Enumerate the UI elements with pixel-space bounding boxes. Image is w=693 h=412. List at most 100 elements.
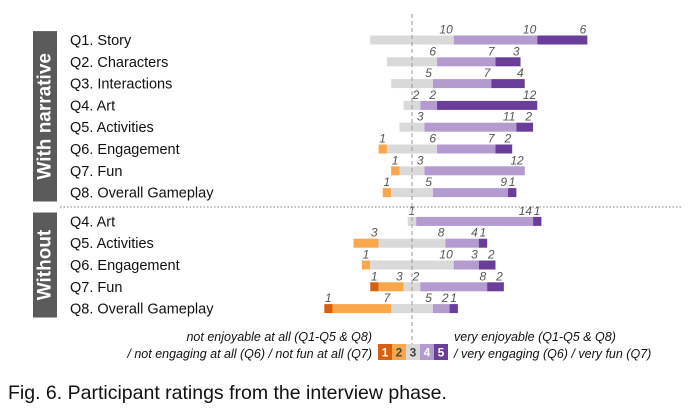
- bar-segment-rating-3: [378, 238, 446, 248]
- bar-segment-rating-5: [537, 35, 588, 45]
- bar-segment-rating-5: [449, 304, 458, 314]
- count-label-rating-2: 3: [371, 226, 378, 240]
- bar-segment-rating-1: [370, 282, 379, 292]
- row-label: Q2. Characters: [70, 55, 168, 71]
- row-label: Q4. Art: [70, 214, 115, 230]
- row-label: Q8. Overall Gameplay: [70, 186, 214, 202]
- row-label: Q3. Interactions: [70, 77, 172, 93]
- figure-caption: Fig. 6. Participant ratings from the int…: [8, 382, 447, 404]
- bar-segment-rating-2: [382, 188, 392, 198]
- count-label-rating-3: 2: [412, 269, 420, 283]
- legend-swatch-5: [434, 344, 448, 360]
- count-label-rating-3: 2: [412, 88, 420, 102]
- count-label-rating-3: 6: [429, 44, 436, 58]
- bar-segment-rating-3: [370, 35, 454, 45]
- count-label-rating-1: 1: [325, 291, 332, 305]
- legend-swatch-number: 4: [424, 346, 431, 360]
- bar-segment-rating-5: [478, 238, 488, 248]
- bar-segment-rating-3: [391, 79, 433, 89]
- count-label-rating-4: 8: [479, 269, 486, 283]
- bar-segment-rating-5: [491, 79, 525, 89]
- bar-segment-rating-4: [437, 57, 496, 67]
- count-label-rating-2: 1: [383, 175, 390, 189]
- bar-segment-rating-4: [420, 100, 438, 110]
- legend-swatch-number: 1: [382, 346, 389, 360]
- bar-segment-rating-4: [416, 216, 534, 226]
- count-label-rating-3: 5: [425, 175, 432, 189]
- legend: not enjoyable at all (Q1-Q5 & Q8) / not …: [126, 330, 651, 361]
- bar-segment-rating-2: [378, 144, 387, 154]
- count-label-rating-4: 11: [503, 110, 515, 124]
- row-label: Q8. Overall Gameplay: [70, 302, 214, 318]
- count-label-rating-5: 2: [504, 132, 512, 146]
- row-label: Q6. Engagement: [70, 142, 180, 158]
- count-label-rating-2: 1: [379, 132, 386, 146]
- bar-segment-rating-5: [495, 144, 513, 154]
- count-label-rating-4: 9: [500, 175, 507, 189]
- count-label-rating-5: 6: [580, 23, 587, 37]
- count-label-rating-4: 7: [488, 44, 496, 58]
- bar-segment-rating-4: [432, 304, 450, 314]
- count-label-rating-2: 1: [392, 153, 399, 167]
- count-label-rating-2: 1: [363, 248, 370, 262]
- count-label-rating-4: 7: [484, 66, 492, 80]
- count-label-rating-3: 5: [425, 66, 432, 80]
- legend-swatch-3: [406, 344, 420, 360]
- count-label-rating-5: 2: [495, 269, 503, 283]
- count-label-rating-5: 3: [513, 44, 520, 58]
- bar-segment-rating-2: [391, 166, 400, 176]
- bar-segment-rating-3: [386, 57, 438, 67]
- count-label-rating-4: 12: [510, 153, 524, 167]
- bar-segment-rating-2: [332, 304, 392, 314]
- row-label: Q6. Engagement: [70, 258, 180, 274]
- legend-swatch-1: [378, 344, 392, 360]
- count-label-rating-5: 4: [517, 66, 524, 80]
- bar-segment-rating-4: [445, 238, 479, 248]
- count-label-rating-4: 7: [488, 132, 496, 146]
- legend-left-line-2: / not engaging at all (Q6) / not fun at …: [126, 347, 372, 361]
- bar-segment-rating-4: [424, 122, 517, 132]
- row-labels: Q1. Story Q2. Characters Q3. Interactions Q…: [70, 33, 214, 318]
- count-label-rating-2: 3: [396, 269, 403, 283]
- count-label-rating-5: 12: [523, 88, 537, 102]
- bar-segment-rating-1: [324, 304, 333, 314]
- bar-segment-rating-5: [533, 216, 542, 226]
- bar-segment-rating-4: [424, 166, 525, 176]
- count-label-rating-4: 4: [471, 226, 478, 240]
- count-labels: 1010667357422123112167213121591114138411…: [325, 23, 587, 306]
- count-label-rating-4: 2: [441, 291, 449, 305]
- count-label-rating-3: 6: [429, 132, 436, 146]
- bar-segment-rating-5: [437, 100, 538, 110]
- count-label-rating-3: 3: [417, 153, 424, 167]
- legend-swatch-number: 3: [410, 346, 417, 360]
- legend-swatch-4: [420, 344, 434, 360]
- bars: [324, 35, 588, 314]
- group-label: With narrative: [35, 53, 56, 180]
- count-label-rating-5: 1: [450, 291, 457, 305]
- count-label-rating-5: 1: [534, 204, 541, 218]
- count-label-rating-5: 2: [524, 110, 532, 124]
- count-label-rating-4: 3: [471, 248, 478, 262]
- legend-right-line-2: / very engaging (Q6) / very fun (Q7): [453, 347, 651, 361]
- legend-right-line-1: very enjoyable (Q1-Q5 & Q8): [454, 330, 616, 344]
- count-label-rating-3: 10: [439, 248, 453, 262]
- bar-segment-rating-5: [516, 122, 534, 132]
- row-label: Q1. Story: [70, 33, 132, 49]
- count-label-rating-4: 14: [519, 204, 533, 218]
- legend-swatch-number: 5: [438, 346, 445, 360]
- row-label: Q5. Activities: [70, 236, 154, 252]
- bar-segment-rating-2: [378, 282, 404, 292]
- count-label-rating-3: 10: [439, 23, 453, 37]
- bar-segment-rating-2: [361, 260, 371, 270]
- bar-segment-rating-3: [403, 282, 421, 292]
- group-panel: [33, 212, 57, 318]
- group-panel: [33, 31, 57, 202]
- count-label-rating-5: 2: [487, 248, 495, 262]
- row-label: Q7. Fun: [70, 164, 122, 180]
- bar-segment-rating-3: [407, 216, 417, 226]
- count-label-rating-4: 10: [523, 23, 537, 37]
- count-label-rating-4: 2: [428, 88, 436, 102]
- legend-swatch-number: 2: [396, 346, 403, 360]
